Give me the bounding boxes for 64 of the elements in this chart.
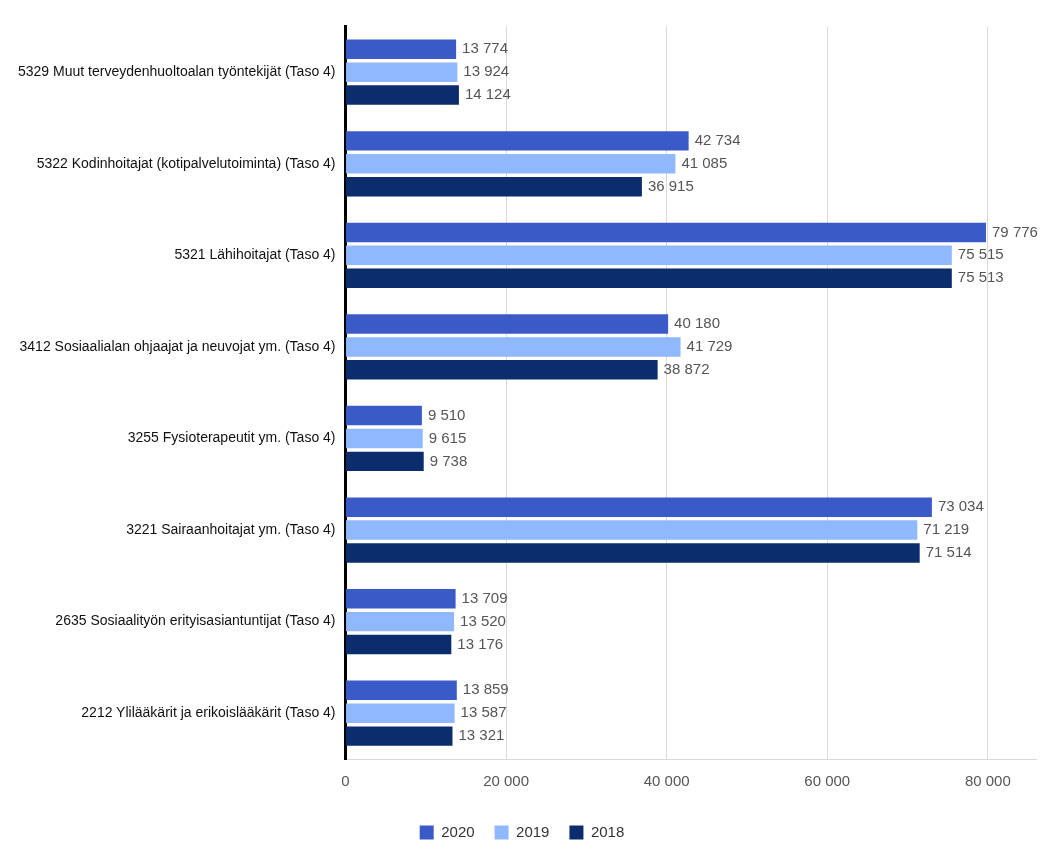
- data-label: 75 513: [957, 268, 1004, 286]
- y-tick-label: 5322 Kodinhoitajat (kotipalvelutoiminta) (Taso 4): [36, 154, 336, 171]
- y-tick-label: 2212 Ylilääkärit ja erikoislääkärit (Taso 4): [81, 704, 336, 721]
- bar: [346, 39, 457, 60]
- bar: [346, 589, 456, 609]
- bar: [346, 154, 676, 174]
- bar: [346, 680, 457, 701]
- data-label: 38 872: [663, 359, 710, 377]
- x-tick-label: 60 000: [804, 772, 851, 790]
- x-tick-label: 20 000: [483, 772, 530, 790]
- bar: [346, 703, 455, 723]
- data-label: 13 587: [460, 703, 507, 721]
- data-label: 13 709: [461, 588, 508, 606]
- bar: [346, 726, 453, 746]
- bar: [346, 360, 658, 380]
- data-label: 13 924: [463, 62, 510, 80]
- data-label: 13 520: [460, 611, 506, 629]
- data-label: 13 321: [458, 726, 505, 744]
- y-tick-label: 3255 Fysioterapeutit ym. (Taso 4): [127, 429, 336, 446]
- bar: [346, 314, 669, 334]
- bar: [346, 611, 455, 632]
- bar: [346, 543, 920, 563]
- legend-label: 2020: [441, 822, 475, 840]
- y-tick-label: 3221 Sairaanhoitajat ym. (Taso 4): [126, 520, 336, 537]
- bar: [346, 131, 689, 151]
- data-label: 79 776: [992, 222, 1038, 240]
- data-label: 9 510: [427, 405, 466, 423]
- data-label: 71 219: [923, 520, 970, 538]
- bar: [346, 222, 987, 243]
- data-label: 75 515: [957, 245, 1004, 263]
- y-tick-label: 3412 Sosiaalialan ohjaajat ja neuvojat ym. (Taso 4): [19, 337, 336, 354]
- bar: [346, 520, 918, 540]
- bar: [346, 497, 932, 517]
- data-label: 41 729: [686, 337, 733, 355]
- data-label: 73 034: [937, 497, 984, 515]
- bar: [346, 405, 422, 426]
- data-label: 13 176: [457, 634, 504, 652]
- data-label: 42 734: [694, 131, 741, 149]
- bar: [346, 428, 423, 449]
- y-tick-label: 5321 Lähihoitajat (Taso 4): [174, 246, 336, 263]
- bar: [346, 337, 681, 357]
- bar: [346, 268, 952, 288]
- bar: [346, 176, 642, 197]
- legend-label: 2018: [590, 822, 625, 840]
- data-label: 41 085: [681, 153, 728, 171]
- bar: [346, 85, 459, 105]
- data-label: 13 859: [462, 680, 509, 698]
- bar: [346, 62, 458, 82]
- x-tick-label: 80 000: [964, 772, 1011, 790]
- bar: [346, 245, 952, 266]
- data-label: 9 615: [428, 428, 467, 446]
- data-label: 71 514: [925, 543, 972, 561]
- data-label: 40 180: [674, 314, 721, 332]
- data-label: 36 915: [647, 176, 694, 194]
- x-tick-label: 40 000: [643, 772, 690, 790]
- x-tick-label: 0: [341, 772, 350, 790]
- bar: [346, 634, 452, 655]
- y-tick-label: 2635 Sosiaalityön erityisasiantuntijat (Taso 4): [55, 612, 336, 629]
- bar: [346, 451, 424, 472]
- data-label: 9 738: [429, 451, 468, 469]
- data-label: 13 774: [462, 39, 509, 57]
- data-label: 14 124: [464, 85, 511, 103]
- y-tick-label: 5329 Muut terveydenhuoltoalan työntekijät (Taso 4): [18, 63, 336, 80]
- legend-label: 2019: [516, 822, 550, 840]
